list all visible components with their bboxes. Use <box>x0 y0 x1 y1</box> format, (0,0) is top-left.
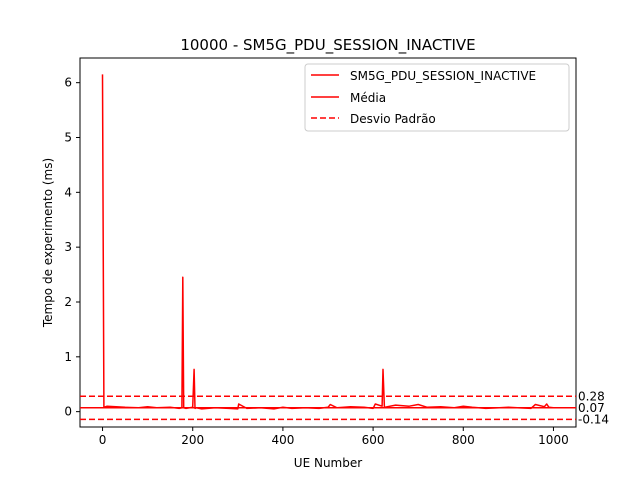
legend-label-std: Desvio Padrão <box>350 112 436 126</box>
y-tick-label: 4 <box>64 185 72 199</box>
y-tick-label: 5 <box>64 131 72 145</box>
plot-area <box>79 57 577 428</box>
legend-label-series: SM5G_PDU_SESSION_INACTIVE <box>350 69 536 83</box>
series-lines <box>80 74 576 421</box>
x-tick-label: 400 <box>271 433 294 447</box>
y-tick-label: 2 <box>64 295 72 309</box>
reference-labels: 0.070.28 -0.14 <box>578 389 609 426</box>
x-axis-label: UE Number <box>294 456 362 470</box>
chart-title: 10000 - SM5G_PDU_SESSION_INACTIVE <box>180 36 475 55</box>
axis-ticks: 0 200 400 600 800 1000 0 1 2 3 4 5 6 <box>64 76 568 447</box>
x-tick-label: 800 <box>452 433 475 447</box>
x-tick-label: 1000 <box>538 433 569 447</box>
x-tick-label: 200 <box>181 433 204 447</box>
legend-box <box>304 63 570 132</box>
x-tick-label: 0 <box>99 433 107 447</box>
y-tick-label: 6 <box>64 76 72 90</box>
std-value-label: 0.28 <box>578 389 605 403</box>
x-tick-label: 600 <box>362 433 385 447</box>
legend: SM5G_PDU_SESSION_INACTIVE Média Desvio P… <box>304 63 570 132</box>
std-value-label: -0.14 <box>578 412 609 426</box>
y-axis-label: Tempo de experimento (ms) <box>41 158 55 328</box>
y-tick-label: 1 <box>64 350 72 364</box>
y-tick-label: 3 <box>64 240 72 254</box>
axes-frame <box>79 57 577 428</box>
y-tick-label: 0 <box>64 405 72 419</box>
mean-value-label: 0.07 <box>578 401 605 415</box>
legend-label-mean: Média <box>350 91 386 105</box>
